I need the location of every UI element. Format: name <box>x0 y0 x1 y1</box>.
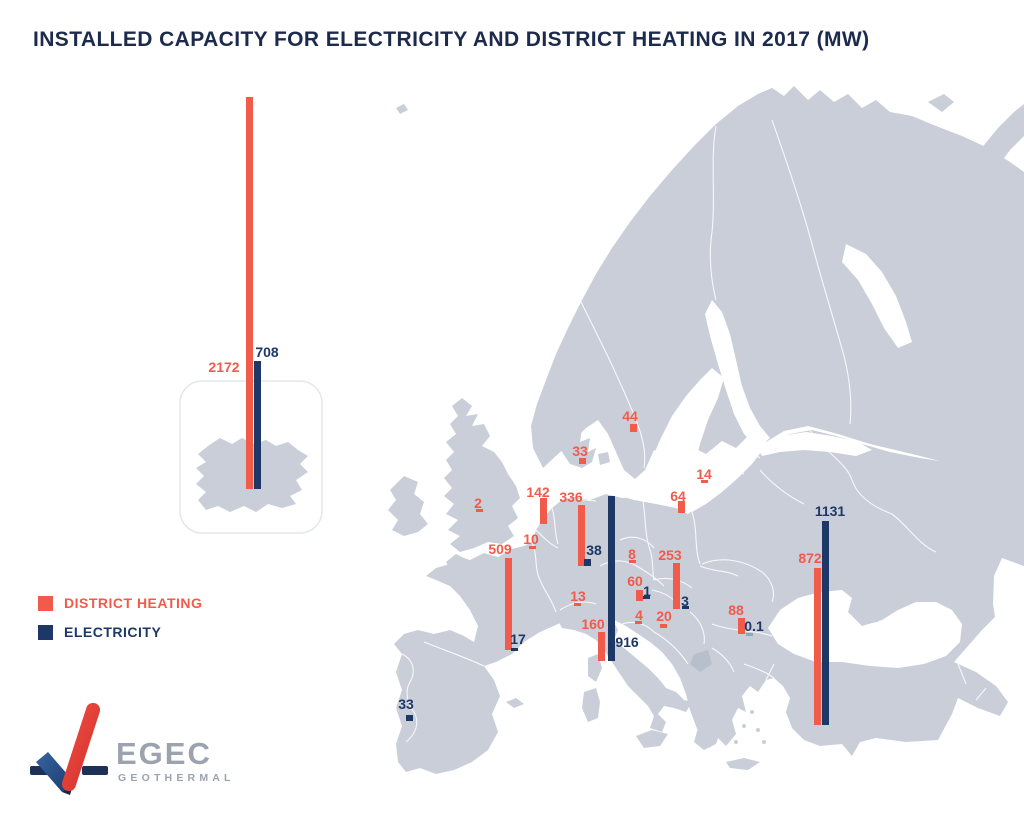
crimea-shape <box>850 594 886 624</box>
arctic-islands-shape <box>952 104 1024 216</box>
bar-sweden-district-heating <box>629 424 637 432</box>
label-iceland-district-heating: 2172 <box>208 359 240 375</box>
label-iceland-electricity: 708 <box>255 344 279 360</box>
scandinavia-russia-shape <box>531 86 1024 479</box>
bar-austria-district-heating <box>635 590 643 601</box>
great-britain-shape <box>444 398 520 552</box>
legend-item-district-heating: DISTRICT HEATING <box>38 595 202 611</box>
bar-austria-electricity <box>642 596 650 599</box>
ireland-shape <box>388 476 428 536</box>
faroe-shape <box>396 104 408 114</box>
caspian-sea <box>993 558 1024 668</box>
bar-united-kingdom-district-heating <box>475 509 483 512</box>
sardinia-shape <box>582 688 600 722</box>
label-romania-electricity: 0.1 <box>744 618 764 634</box>
egec-logo: EGEC GEOTHERMAL <box>28 698 328 798</box>
denmark-shape <box>558 424 596 468</box>
label-croatia-district-heating: 20 <box>656 608 672 624</box>
label-austria-district-heating: 60 <box>627 573 643 589</box>
bar-turkey-electricity <box>821 521 829 725</box>
sicily-shape <box>636 730 668 748</box>
label-austria-electricity: 1 <box>643 583 651 599</box>
legend-label-district-heating: DISTRICT HEATING <box>64 595 203 611</box>
electricity-swatch-icon <box>38 624 53 640</box>
label-romania-district-heating: 88 <box>728 602 744 618</box>
balearics-shape <box>506 698 524 708</box>
page-title: INSTALLED CAPACITY FOR ELECTRICITY AND D… <box>33 28 870 51</box>
label-belgium-district-heating: 10 <box>523 531 539 547</box>
gulf-of-bothnia <box>705 300 770 448</box>
label-italy-district-heating: 160 <box>581 616 605 632</box>
label-france-district-heating: 509 <box>488 541 512 557</box>
aegean-islands <box>734 698 766 744</box>
legend-item-electricity: ELECTRICITY <box>38 624 202 640</box>
bar-germany-district-heating <box>577 505 585 566</box>
label-france-electricity: 17 <box>510 631 526 647</box>
arctic-island-small-shape <box>928 94 954 112</box>
gulf-of-finland <box>756 432 872 456</box>
label-united-kingdom-district-heating: 2 <box>474 495 482 511</box>
label-denmark-district-heating: 33 <box>572 443 588 459</box>
bar-poland-district-heating <box>677 501 685 513</box>
bar-hungary-district-heating <box>672 563 680 609</box>
peloponnese-shape <box>694 724 720 750</box>
kosovo-shape <box>690 650 712 672</box>
label-portugal-electricity: 33 <box>398 696 414 712</box>
egec-logo-subtitle: GEOTHERMAL <box>118 772 235 784</box>
egec-checkmark-icon <box>30 702 108 795</box>
label-hungary-electricity: 3 <box>681 593 689 609</box>
bar-croatia-district-heating <box>659 624 667 628</box>
bar-netherlands-district-heating <box>539 498 547 524</box>
label-czech-republic-district-heating: 8 <box>628 546 636 562</box>
label-turkey-district-heating: 872 <box>798 550 822 566</box>
bar-switzerland-district-heating <box>573 603 581 606</box>
district-heating-swatch-icon <box>38 595 53 611</box>
crete-shape <box>726 758 760 770</box>
bar-iceland-electricity <box>253 361 261 489</box>
baltic-sea <box>648 368 724 490</box>
label-turkey-electricity: 1131 <box>814 503 846 519</box>
label-lithuania-district-heating: 14 <box>696 466 712 482</box>
label-sweden-district-heating: 44 <box>622 408 638 424</box>
bar-romania-district-heating <box>737 618 745 634</box>
mainland-europe-shape <box>394 430 1024 774</box>
label-poland-district-heating: 64 <box>670 488 686 504</box>
corsica-shape <box>588 654 602 682</box>
white-sea <box>842 244 912 348</box>
bar-germany-electricity <box>583 559 591 566</box>
label-italy-electricity: 916 <box>615 634 639 650</box>
bar-slovenia-district-heating <box>634 621 642 624</box>
italy-shape <box>558 606 692 732</box>
danish-isles-shape <box>598 452 610 465</box>
bar-portugal-electricity <box>405 715 413 721</box>
bar-iceland-district-heating <box>245 97 253 489</box>
bar-denmark-district-heating <box>578 458 586 464</box>
bar-lithuania-district-heating <box>700 480 708 483</box>
bar-italy-district-heating <box>597 632 605 661</box>
label-germany-district-heating: 336 <box>559 489 583 505</box>
egec-logo-text: EGEC <box>116 736 212 771</box>
bar-belgium-district-heating <box>528 546 536 549</box>
label-switzerland-district-heating: 13 <box>570 588 586 604</box>
bar-czech-republic-district-heating <box>628 560 636 563</box>
bar-italy-electricity <box>607 496 615 661</box>
baltic-coast-strip <box>600 474 696 514</box>
bar-hungary-electricity <box>681 606 689 609</box>
bar-turkey-district-heating <box>813 568 821 725</box>
label-slovenia-district-heating: 4 <box>635 607 643 623</box>
legend-label-electricity: ELECTRICITY <box>64 624 162 640</box>
label-netherlands-district-heating: 142 <box>526 484 550 500</box>
legend: DISTRICT HEATING ELECTRICITY <box>38 595 202 653</box>
bar-france-electricity <box>510 648 518 651</box>
bar-romania-electricity <box>745 633 753 636</box>
label-hungary-district-heating: 253 <box>658 547 682 563</box>
bar-france-district-heating <box>504 558 512 650</box>
country-borders <box>401 119 987 743</box>
label-germany-electricity: 38 <box>586 542 602 558</box>
